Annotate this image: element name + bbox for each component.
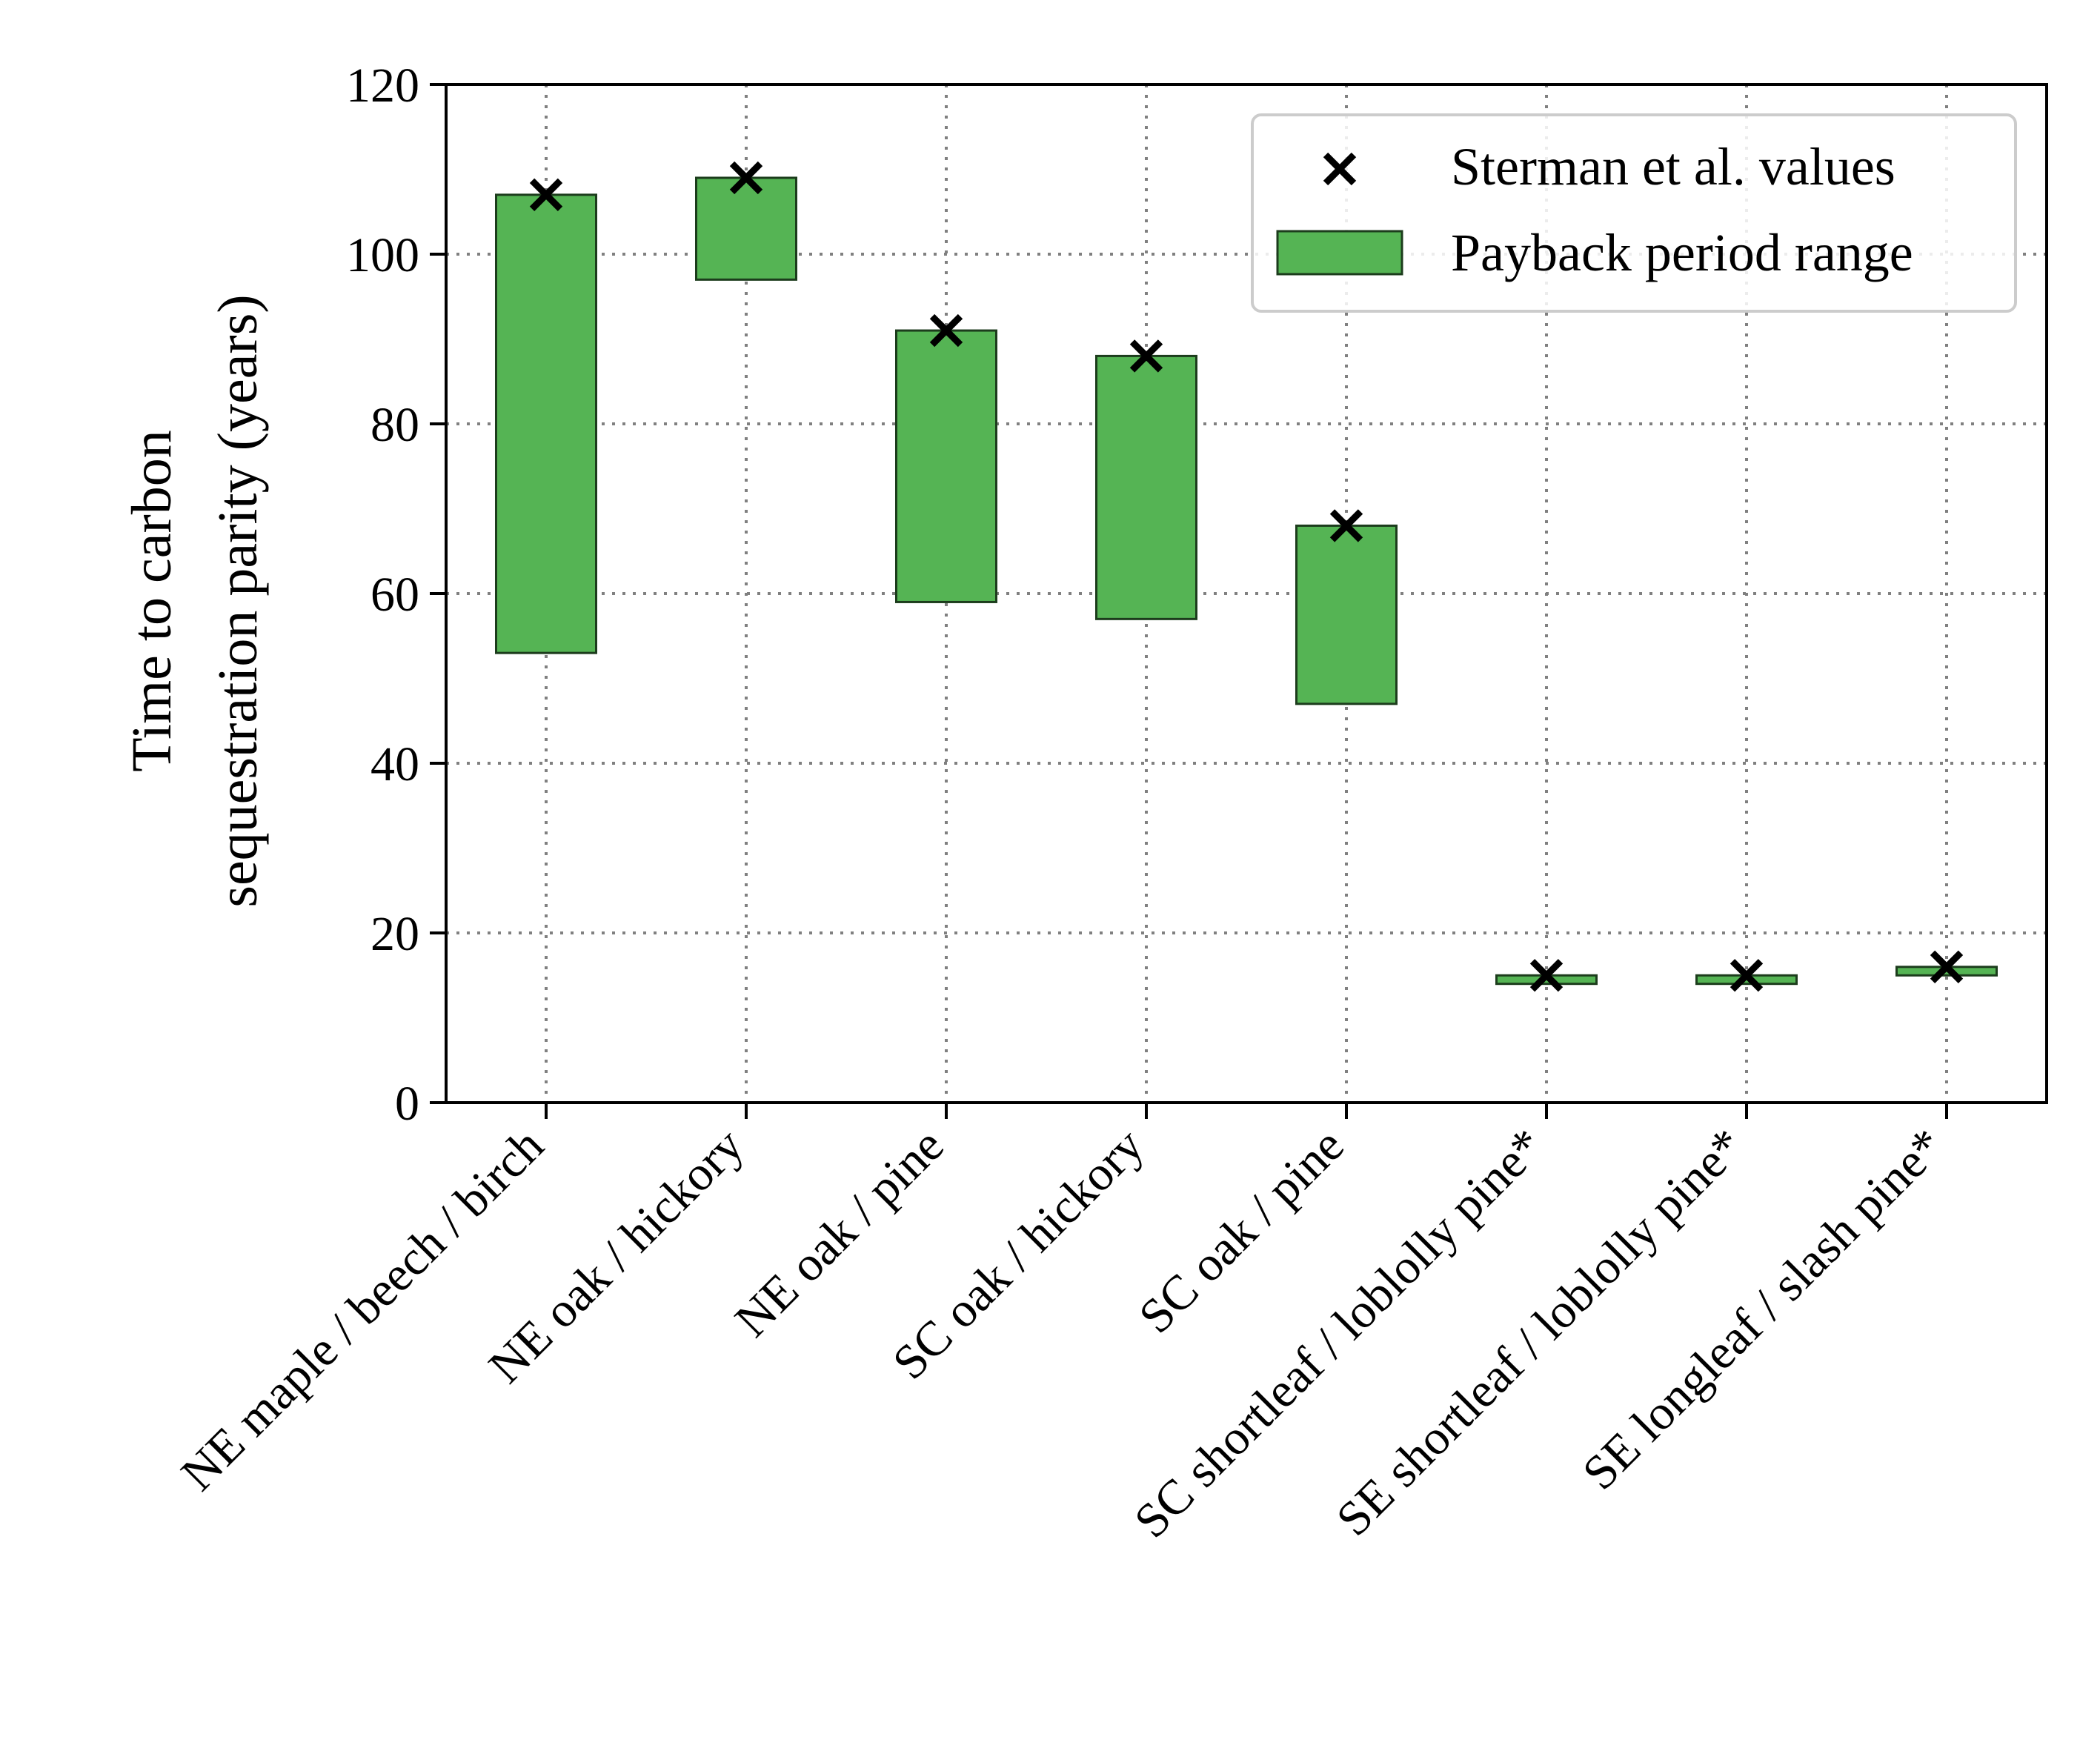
- data-point-marker: [1529, 959, 1564, 992]
- y-axis-title: Time to carbon: [121, 430, 183, 772]
- legend-label: Sterman et al. values: [1451, 137, 1895, 196]
- x-tick-label: SE longleaf / slash pine*: [1572, 1118, 1955, 1501]
- y-axis-title: sequestration parity (years): [207, 294, 269, 907]
- y-tick-label: 60: [371, 568, 419, 622]
- range-bar: [495, 193, 597, 654]
- y-tick-label: 0: [395, 1077, 419, 1131]
- y-tick-label: 40: [371, 737, 419, 791]
- x-tick-label: SE shortleaf / loblolly pine*: [1326, 1118, 1755, 1547]
- data-point-marker: [1930, 950, 1964, 983]
- data-point-marker: [929, 313, 963, 348]
- legend: Sterman et al. values Payback period rang…: [1251, 113, 2017, 313]
- data-point-marker: [529, 178, 563, 212]
- x-tick-label: SC shortleaf / loblolly pine*: [1124, 1118, 1555, 1549]
- y-tick-label: 120: [346, 59, 419, 113]
- range-bar: [1095, 354, 1197, 620]
- data-point-marker: [1729, 959, 1764, 992]
- range-bar: [695, 176, 797, 281]
- x-tick-label: NE maple / beech / birch: [171, 1118, 554, 1501]
- data-point-marker: [729, 161, 763, 195]
- markers-layer: [529, 161, 1964, 992]
- legend-box: [1251, 113, 2017, 313]
- x-tick-label: NE oak / pine: [725, 1118, 954, 1348]
- range-bar: [1295, 524, 1398, 705]
- axes-layer: [430, 83, 2048, 1119]
- y-tick-label: 100: [346, 228, 419, 282]
- y-tick-label: 80: [371, 398, 419, 452]
- legend-label: Payback period range: [1451, 223, 1913, 282]
- range-bar: [895, 329, 997, 603]
- data-point-marker: [1129, 339, 1163, 373]
- y-tick-label: 20: [371, 907, 419, 961]
- legend-marker-icon: [1323, 152, 1357, 186]
- bars-layer: [495, 176, 1998, 986]
- legend-swatch: [1276, 230, 1403, 276]
- x-tick-label: SC oak / pine: [1129, 1118, 1354, 1343]
- data-point-marker: [1329, 509, 1363, 542]
